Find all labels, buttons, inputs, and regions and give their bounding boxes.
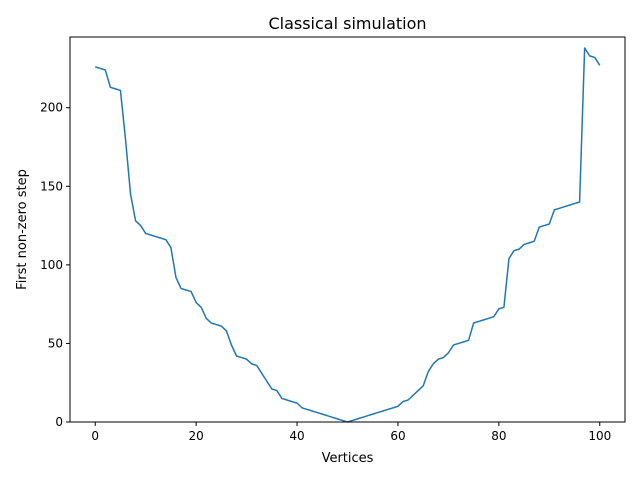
y-axis-label: First non-zero step [15,169,30,290]
x-axis-ticks: 0 20 40 60 80 100 [91,422,611,443]
chart-title: Classical simulation [268,14,426,33]
y-tick-label: 150 [40,179,63,193]
x-tick-label: 80 [491,429,506,443]
plot-frame [69,36,626,423]
plot-area [70,37,625,422]
y-tick-label: 0 [55,415,63,429]
y-tick-label: 100 [40,258,63,272]
y-axis-ticks: 0 50 100 150 200 [40,101,70,429]
y-tick-label: 200 [40,101,63,115]
y-tick-label: 50 [48,336,63,350]
x-tick-label: 0 [91,429,99,443]
x-tick-label: 20 [188,429,203,443]
x-tick-label: 40 [289,429,304,443]
x-axis-label: Vertices [322,451,374,466]
x-tick-label: 60 [390,429,405,443]
x-tick-label: 100 [588,429,611,443]
